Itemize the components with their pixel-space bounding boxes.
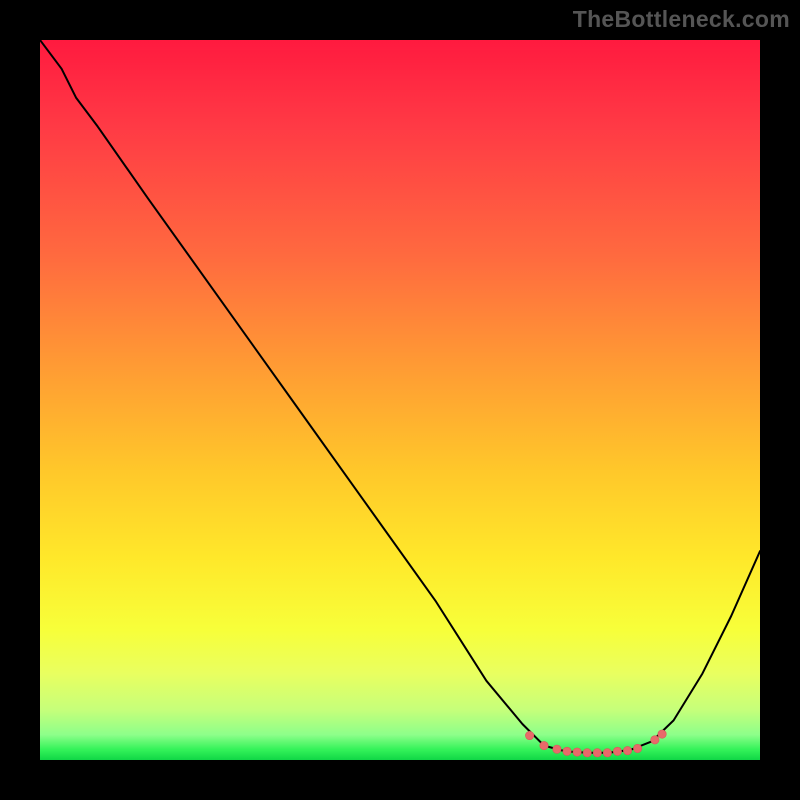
marker-dot	[651, 736, 659, 744]
marker-dot	[573, 748, 581, 756]
watermark-text: TheBottleneck.com	[573, 6, 790, 33]
bottleneck-curve	[40, 40, 760, 753]
marker-dot	[603, 749, 611, 757]
chart-overlay	[40, 40, 760, 760]
marker-dot	[553, 745, 561, 753]
marker-dot	[623, 746, 631, 754]
marker-dot	[593, 749, 601, 757]
marker-dot	[563, 747, 571, 755]
marker-dot	[633, 744, 641, 752]
marker-dot	[583, 749, 591, 757]
stage: TheBottleneck.com	[0, 0, 800, 800]
marker-dot	[540, 741, 548, 749]
marker-dot	[613, 747, 621, 755]
marker-dot	[525, 731, 533, 739]
marker-dot	[658, 730, 666, 738]
plot-area	[40, 40, 760, 760]
